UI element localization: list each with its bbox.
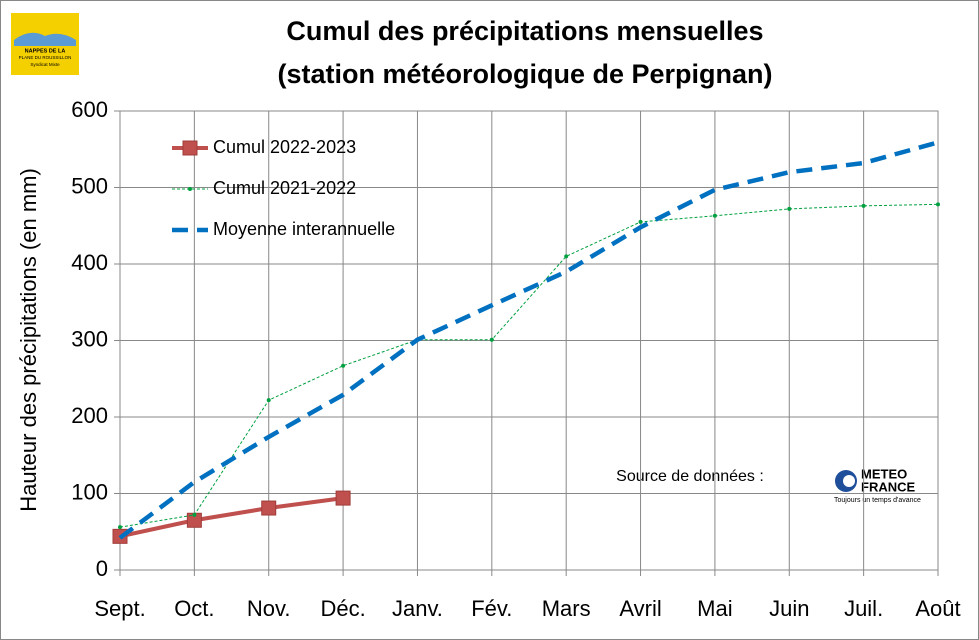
chart-title: Cumul des précipitations mensuelles — [286, 16, 763, 46]
logo-text: METEO — [861, 466, 907, 481]
point-marker — [341, 363, 346, 368]
point-marker — [936, 202, 940, 207]
x-tick-label: Août — [915, 596, 960, 621]
chart-subtitle: (station météorologique de Perpignan) — [277, 59, 772, 89]
point-marker — [335, 490, 351, 506]
logo-right: METEO FRANCE Toujours un temps d'avance — [834, 466, 921, 503]
legend-label: Cumul 2022-2023 — [213, 137, 356, 157]
x-tick-label: Juil. — [844, 596, 883, 621]
y-tick-label: 0 — [96, 556, 108, 581]
legend-label: Cumul 2021-2022 — [213, 178, 356, 198]
y-tick-label: 400 — [71, 250, 108, 275]
point-marker — [118, 525, 122, 530]
logo-text: Toujours un temps d'avance — [834, 497, 921, 504]
x-tick-label: Sept. — [94, 596, 145, 621]
x-tick-label: Juin — [769, 596, 809, 621]
point-marker — [861, 203, 866, 208]
y-tick-label: 600 — [71, 97, 108, 122]
point-marker — [712, 213, 717, 218]
x-tick-label: Déc. — [320, 596, 365, 621]
y-axis-label: Hauteur des précipitations (en mm) — [16, 168, 41, 512]
point-marker — [564, 254, 569, 259]
x-tick-label: Oct. — [174, 596, 214, 621]
y-tick-label: 100 — [71, 479, 108, 504]
logo-left: NAPPES DE LA PLANE DU ROUSSILLON Syndica… — [11, 13, 79, 75]
logo-text: PLANE DU ROUSSILLON — [19, 55, 72, 60]
y-tick-label: 300 — [71, 326, 108, 351]
point-marker — [192, 512, 197, 517]
x-tick-label: Mars — [542, 596, 591, 621]
series-line — [119, 203, 939, 528]
logo-text: Syndicat Mixte — [30, 62, 60, 67]
series-line — [119, 496, 344, 539]
y-tick-label: 200 — [71, 403, 108, 428]
logo-text: NAPPES DE LA — [25, 48, 66, 54]
logo-text: FRANCE — [861, 479, 915, 494]
logo-waves — [14, 32, 76, 46]
x-tick-label: Avril — [619, 596, 661, 621]
legend-label: Moyenne interannuelle — [213, 219, 395, 239]
y-tick-label: 500 — [71, 173, 108, 198]
source-label: Source de données : — [616, 468, 764, 485]
point-marker — [261, 500, 277, 516]
point-marker — [787, 206, 792, 211]
point-marker — [638, 219, 643, 224]
x-tick-label: Mai — [697, 596, 732, 621]
x-tick-label: Fév. — [471, 596, 512, 621]
legend-marker — [188, 187, 192, 191]
series-line — [118, 140, 939, 540]
legend-marker — [182, 140, 198, 156]
x-tick-label: Nov. — [247, 596, 291, 621]
logo-mark — [843, 475, 855, 487]
point-marker — [266, 398, 271, 403]
point-marker — [489, 337, 494, 342]
x-tick-label: Janv. — [392, 596, 443, 621]
